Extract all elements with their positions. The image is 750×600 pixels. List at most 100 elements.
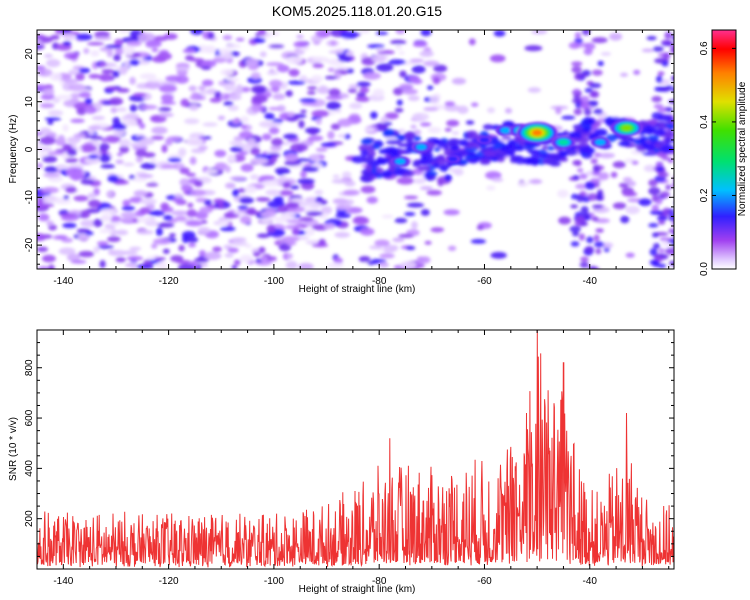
heatmap-cell (444, 104, 461, 112)
heatmap-cell (573, 108, 583, 116)
heatmap-cell (42, 254, 56, 263)
heatmap-y-tick-label: 20 (24, 48, 35, 60)
heatmap-cell (139, 122, 146, 130)
heatmap-cell (180, 98, 190, 107)
heatmap-cell (100, 208, 116, 214)
heatmap-cell (80, 219, 97, 228)
heatmap-cell (132, 92, 147, 97)
heatmap-cell (62, 222, 77, 229)
heatmap-cell (260, 217, 272, 223)
heatmap-cell (430, 227, 445, 233)
heatmap-cell (285, 55, 303, 65)
heatmap-cell (70, 259, 87, 264)
heatmap-cell (403, 195, 419, 200)
heatmap-cell (295, 48, 305, 56)
heatmap-cell (115, 180, 129, 185)
heatmap-cell (136, 263, 155, 269)
heatmap-cell (225, 77, 240, 82)
heatmap-cell (217, 115, 226, 121)
heatmap-cell (88, 154, 99, 160)
heatmap-cell (250, 147, 261, 156)
heatmap-cell (612, 161, 626, 169)
heatmap-cell (239, 196, 254, 204)
heatmap-cell (334, 109, 342, 113)
heatmap-cell (87, 125, 102, 130)
heatmap-cell (293, 41, 309, 48)
heatmap-cell (448, 168, 461, 173)
heatmap-cell (151, 126, 168, 135)
heatmap-cell (276, 104, 286, 113)
heatmap-cell (244, 185, 257, 194)
heatmap-cell (80, 178, 95, 185)
heatmap-cell (561, 115, 576, 120)
heatmap-cell (265, 62, 284, 67)
heatmap-band-cell (403, 132, 416, 138)
heatmap-cell (558, 216, 571, 225)
heatmap-cell (423, 60, 440, 67)
heatmap-cell (55, 94, 73, 100)
heatmap-band-cell (397, 142, 410, 148)
heatmap-cell (224, 253, 234, 258)
heatmap-band-cell (381, 170, 393, 178)
heatmap-cell (169, 233, 176, 238)
heatmap-cell (202, 122, 218, 127)
heatmap-cell (596, 194, 603, 201)
heatmap-cell (409, 58, 424, 63)
heatmap-cell (285, 260, 298, 269)
heatmap-cell (198, 145, 208, 150)
heatmap-cell (184, 118, 200, 125)
heatmap-cell (584, 245, 595, 254)
heatmap-cell (125, 113, 139, 120)
heatmap-cell (193, 180, 204, 188)
heatmap-x-axis-label: Height of straight line (km) (299, 284, 416, 295)
heatmap-cell (88, 73, 101, 79)
heatmap-cell (648, 223, 659, 228)
heatmap-band-cell (578, 146, 592, 155)
heatmap-cell (219, 220, 230, 227)
heatmap-band-cell (665, 123, 674, 129)
heatmap-cell (135, 155, 144, 163)
heatmap-cell (100, 137, 109, 143)
heatmap-cell (96, 241, 109, 246)
heatmap-cell (94, 31, 110, 39)
heatmap-cell (135, 149, 148, 158)
heatmap-cell (269, 44, 285, 49)
heatmap-cell (160, 93, 174, 103)
heatmap-cell (182, 48, 196, 54)
heatmap-x-tick-label: -120 (159, 276, 179, 287)
heatmap-cell (54, 30, 63, 35)
heatmap-cell (165, 75, 183, 82)
heatmap-cell (490, 251, 507, 259)
heatmap-cell (37, 213, 50, 222)
heatmap-cell (274, 167, 291, 175)
heatmap-band-cell (658, 123, 665, 128)
heatmap-cell (99, 260, 106, 269)
heatmap-cell (37, 34, 46, 39)
heatmap-cell (572, 159, 582, 166)
heatmap-cell (84, 98, 93, 105)
heatmap-band-cell (547, 145, 555, 151)
heatmap-cell (122, 162, 135, 167)
heatmap-band-cell (365, 150, 376, 158)
heatmap-cell (589, 102, 598, 107)
heatmap-cell (158, 112, 174, 118)
heatmap-cell (162, 248, 170, 254)
heatmap-band-cell (547, 153, 561, 160)
heatmap-cell (331, 179, 348, 184)
colorbar-tick-label: 0.4 (699, 115, 710, 129)
heatmap-cell (657, 254, 666, 259)
heatmap-cell (101, 68, 115, 74)
heatmap-cell (375, 47, 385, 52)
heatmap-cell (146, 182, 159, 187)
heatmap-band-cell (371, 172, 383, 177)
heatmap-cell (524, 45, 543, 52)
heatmap-cell (359, 30, 371, 34)
heatmap-cell (109, 215, 122, 223)
heatmap-cell (337, 133, 346, 138)
heatmap-cell (94, 36, 112, 41)
heatmap-cell (658, 248, 666, 253)
heatmap-cell (286, 240, 296, 246)
heatmap-cell (620, 215, 630, 224)
heatmap-cell (574, 32, 582, 39)
heatmap-cell (571, 66, 582, 74)
